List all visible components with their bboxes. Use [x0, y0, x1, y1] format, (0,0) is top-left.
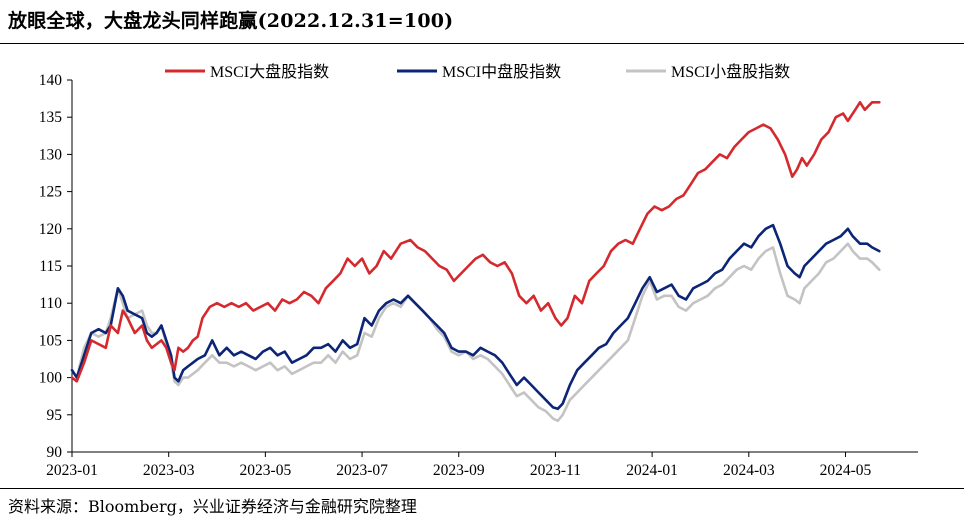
small-cap-line-series — [70, 242, 881, 423]
y-tick-label: 115 — [39, 258, 62, 275]
source-divider — [0, 488, 964, 489]
legend-large-cap: MSCI大盘股指数 — [165, 62, 329, 81]
y-tick-label: 130 — [39, 146, 63, 163]
y-tick-label: 95 — [47, 407, 63, 424]
y-tick-label: 125 — [39, 184, 63, 201]
y-tick-label: 105 — [39, 332, 63, 349]
x-tick-label: 2023-11 — [530, 462, 581, 479]
title-divider — [0, 43, 964, 44]
x-tick-label: 2023-05 — [240, 462, 292, 479]
x-tick-label: 2024-01 — [626, 462, 678, 479]
x-tick-label: 2024-03 — [723, 462, 775, 479]
y-tick-label: 110 — [39, 295, 62, 312]
x-tick-label: 2023-07 — [336, 462, 388, 479]
y-tick-label: 90 — [47, 444, 63, 461]
y-tick-label: 100 — [39, 370, 63, 387]
chart-title: 放眼全球，大盘龙头同样跑赢(2022.12.31=100) — [8, 10, 454, 32]
legend-small-cap-label: MSCI小盘股指数 — [671, 62, 790, 81]
source-note: 资料来源：Bloomberg，兴业证券经济与金融研究院整理 — [8, 497, 417, 516]
y-tick-label: 140 — [39, 72, 63, 89]
x-tick-label: 2023-03 — [143, 462, 195, 479]
legend-large-cap-label: MSCI大盘股指数 — [210, 62, 329, 81]
legend-mid-cap: MSCI中盘股指数 — [397, 62, 561, 81]
legend: MSCI大盘股指数 MSCI中盘股指数 MSCI小盘股指数 — [165, 62, 790, 81]
x-tick-label: 2024-05 — [820, 462, 872, 479]
legend-mid-cap-label: MSCI中盘股指数 — [442, 62, 561, 81]
legend-small-cap: MSCI小盘股指数 — [626, 62, 790, 81]
mid-cap-line-series — [70, 223, 881, 411]
x-tick-label: 2023-01 — [46, 462, 98, 479]
large-cap-line-series — [70, 101, 881, 383]
x-tick-label: 2023-09 — [433, 462, 485, 479]
axes-layer: 90 95 100 105 110 115 120 125 130 135 140 2023-01 20… — [39, 72, 918, 479]
y-tick-label: 120 — [39, 221, 63, 238]
series-layer — [70, 101, 881, 423]
y-tick-label: 135 — [39, 109, 63, 126]
